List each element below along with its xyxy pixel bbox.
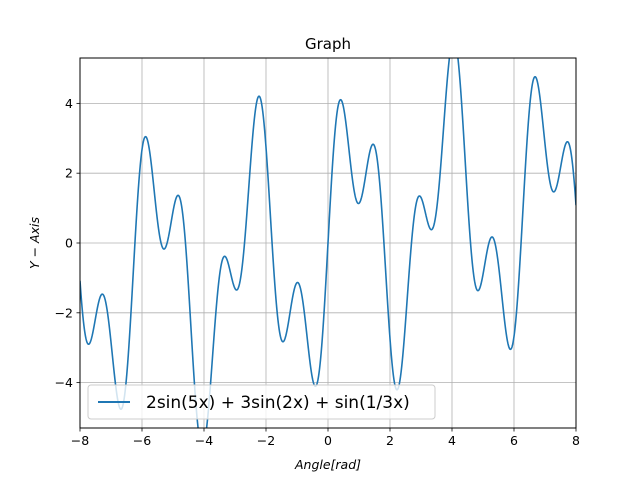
chart-title: Graph [305, 35, 351, 53]
plot-area [80, 58, 576, 428]
ticks: −8 −6 −4 −2 0 2 4 6 8 −4 −2 0 2 4 [55, 96, 580, 448]
y-axis-label: Y − Axis [27, 217, 42, 269]
x-tick-label: 6 [510, 433, 518, 448]
x-tick-label: −4 [195, 433, 213, 448]
legend-box [87, 384, 436, 420]
x-tick-label: −8 [71, 433, 89, 448]
x-tick-label: −6 [133, 433, 151, 448]
x-tick-label: 4 [448, 433, 456, 448]
y-tick-label: 4 [65, 96, 73, 111]
x-tick-label: 8 [572, 433, 580, 448]
x-axis-label: Angle[rad] [294, 457, 361, 472]
series-line [80, 58, 576, 428]
x-tick-label: −2 [257, 433, 275, 448]
legend: 2sin(5x) + 3sin(2x) + sin(1/3x) [87, 384, 436, 420]
legend-entry-label: 2sin(5x) + 3sin(2x) + sin(1/3x) [146, 393, 410, 413]
x-tick-label: 0 [324, 433, 332, 448]
y-tick-label: −2 [55, 305, 73, 320]
x-tick-label: 2 [386, 433, 394, 448]
y-tick-label: −4 [55, 375, 73, 390]
y-tick-label: 2 [65, 166, 73, 181]
y-tick-label: 0 [65, 236, 73, 251]
